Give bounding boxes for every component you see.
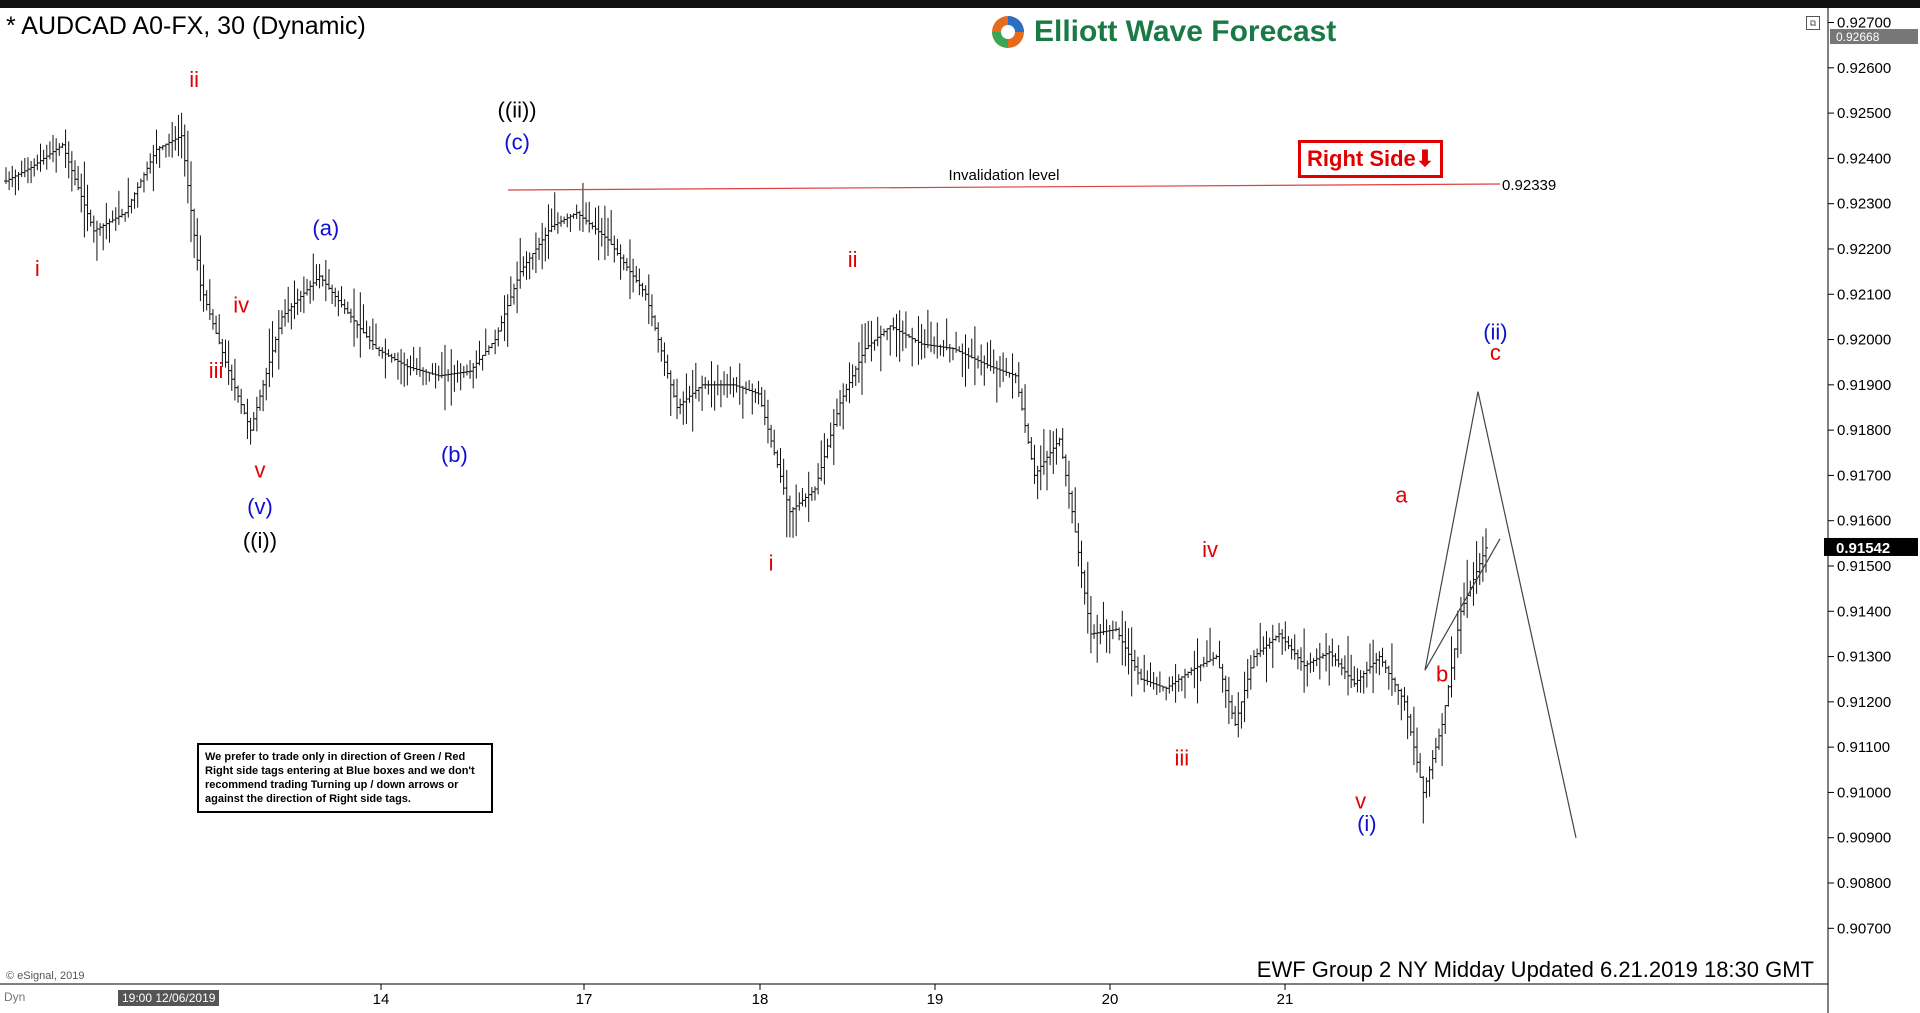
wave-label: iv xyxy=(1202,537,1218,562)
invalidation-line: Invalidation level 0.92339 xyxy=(507,167,1556,194)
projection-path xyxy=(1424,391,1577,838)
top-bar xyxy=(0,0,1920,8)
x-tick-label: 21 xyxy=(1277,991,1294,1008)
updated-timestamp: EWF Group 2 NY Midday Updated 6.21.2019 … xyxy=(1256,957,1814,982)
y-tick-label: 0.92700 xyxy=(1837,15,1891,32)
invalidation-level-line xyxy=(507,183,1501,191)
x-axis: 14 17 18 19 20 21 xyxy=(0,983,1828,1008)
wave-label: ((i)) xyxy=(243,528,277,553)
y-tick-label: 0.91900 xyxy=(1837,377,1891,394)
y-tick-label: 0.91100 xyxy=(1837,739,1890,756)
cursor-date-chip: 19:00 12/06/2019 xyxy=(118,990,220,1006)
chart-title: * AUDCAD A0-FX, 30 (Dynamic) xyxy=(6,12,366,40)
x-tick-label: 20 xyxy=(1102,991,1119,1008)
y-tick-label: 0.92100 xyxy=(1837,286,1891,303)
y-tick-label: 0.92400 xyxy=(1837,150,1891,167)
y-axis: 0.92700 0.92600 0.92500 0.92400 0.92300 0.922… xyxy=(1824,8,1918,1013)
right-side-label: Right Side xyxy=(1307,146,1416,171)
wave-labels: iiiiviiiv(v)((i))(a)(b)((ii))(c)iiiiviii… xyxy=(35,67,1508,836)
y-tick-label: 0.91800 xyxy=(1837,422,1891,439)
dyn-label: Dyn xyxy=(4,990,26,1004)
y-tick-label: 0.92600 xyxy=(1837,60,1891,77)
wave-label: v xyxy=(254,458,265,483)
current-price-label: 0.91542 xyxy=(1836,540,1890,557)
wave-label: b xyxy=(1436,661,1448,686)
wave-label: a xyxy=(1395,483,1408,508)
top-price-box xyxy=(1830,29,1918,45)
wave-label: (b) xyxy=(441,442,468,467)
right-side-tag: Right Side⬇ xyxy=(1298,140,1444,178)
price-bars xyxy=(4,112,1488,824)
esignal-copyright: © eSignal, 2019 xyxy=(6,970,85,982)
invalidation-value: 0.92339 xyxy=(1502,177,1556,194)
wave-label: ii xyxy=(848,247,858,272)
y-tick-label: 0.92300 xyxy=(1837,196,1891,213)
logo-swirl-icon xyxy=(992,16,1024,48)
wave-label: iv xyxy=(233,292,249,317)
y-tick-label: 0.92000 xyxy=(1837,332,1891,349)
wave-label: v xyxy=(1355,788,1366,813)
y-tick-label: 0.90700 xyxy=(1837,920,1891,937)
top-price-label: 0.92668 xyxy=(1836,30,1880,44)
y-tick-label: 0.90900 xyxy=(1837,830,1891,847)
trading-note: We prefer to trade only in direction of … xyxy=(197,743,493,813)
wave-label: ii xyxy=(189,67,199,92)
brand-logo: Elliott Wave Forecast xyxy=(990,12,1336,52)
x-tick-label: 14 xyxy=(373,991,390,1008)
y-tick-label: 0.90800 xyxy=(1837,875,1891,892)
x-tick-label: 19 xyxy=(927,991,944,1008)
wave-label: c xyxy=(1490,340,1501,365)
wave-label: iii xyxy=(1175,745,1190,770)
logo-text: Elliott Wave Forecast xyxy=(1034,15,1337,48)
y-tick-label: 0.92200 xyxy=(1837,241,1891,258)
y-tick-label: 0.91400 xyxy=(1837,603,1891,620)
arrow-down-icon: ⬇ xyxy=(1415,146,1435,171)
y-tick-label: 0.91300 xyxy=(1837,649,1891,666)
wave-label: (ii) xyxy=(1483,320,1507,345)
wave-label: i xyxy=(769,551,774,576)
wave-label: (c) xyxy=(504,129,530,154)
y-tick-label: 0.91500 xyxy=(1837,558,1891,575)
wave-label: (v) xyxy=(247,494,273,519)
wave-label: iii xyxy=(209,358,224,383)
current-price-box xyxy=(1824,537,1918,556)
restore-window-icon[interactable]: ⧉ xyxy=(1806,16,1820,30)
y-tick-label: 0.91600 xyxy=(1837,513,1891,530)
projected-wave-path xyxy=(1424,391,1577,838)
wave-label: ((ii)) xyxy=(498,98,537,123)
x-tick-label: 18 xyxy=(752,991,769,1008)
y-tick-label: 0.92500 xyxy=(1837,105,1891,122)
x-tick-label: 17 xyxy=(576,991,593,1008)
y-tick-label: 0.91700 xyxy=(1837,467,1891,484)
y-tick-label: 0.91200 xyxy=(1837,694,1891,711)
y-tick-label: 0.91000 xyxy=(1837,784,1891,801)
wave-label: (a) xyxy=(312,215,339,240)
wave-label: (i) xyxy=(1357,811,1377,836)
invalidation-label: Invalidation level xyxy=(949,167,1060,184)
wave-label: i xyxy=(35,256,40,281)
